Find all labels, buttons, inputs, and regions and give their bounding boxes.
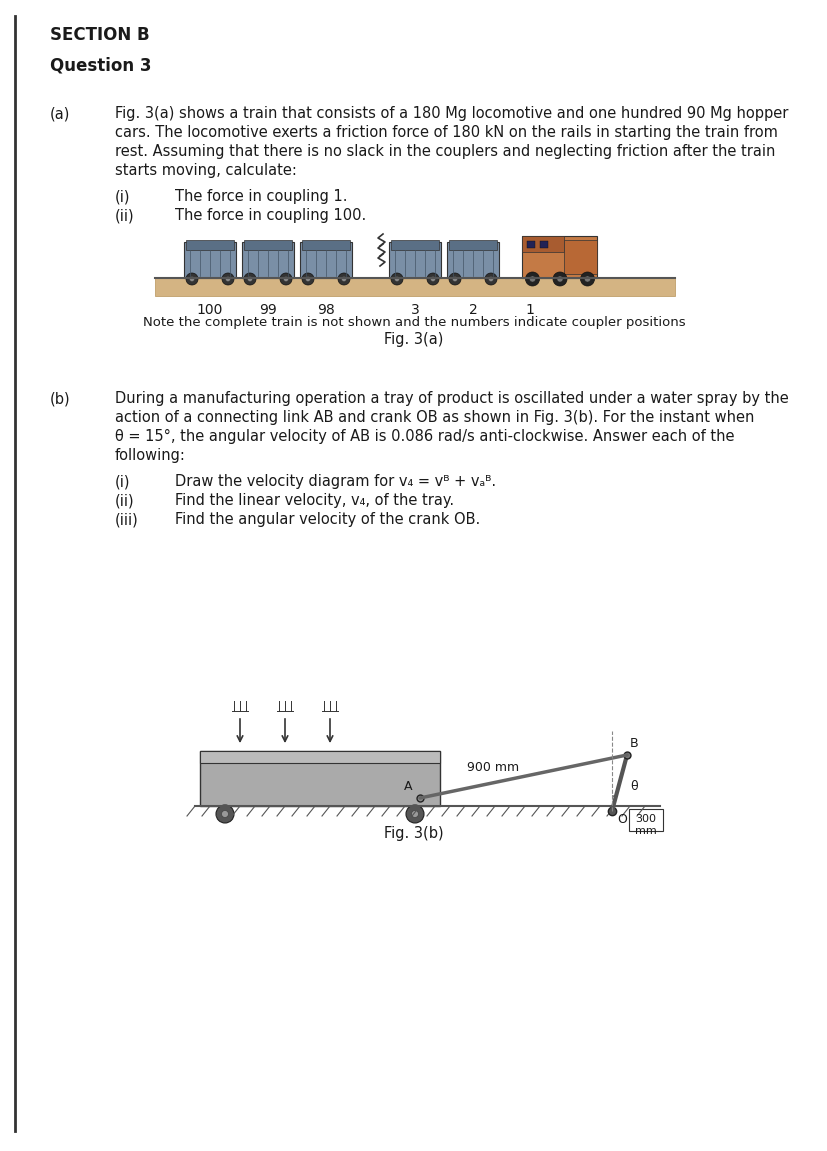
Circle shape (390, 273, 403, 285)
Text: Find the angular velocity of the crank OB.: Find the angular velocity of the crank O… (174, 512, 480, 527)
Circle shape (427, 273, 438, 285)
Text: Find the linear velocity, v₄, of the tray.: Find the linear velocity, v₄, of the tra… (174, 493, 453, 508)
Circle shape (283, 276, 288, 282)
Circle shape (337, 273, 350, 285)
Text: (b): (b) (50, 391, 70, 406)
Bar (522, 236, 563, 252)
Circle shape (557, 276, 562, 282)
Circle shape (186, 273, 198, 285)
Text: O: O (616, 813, 626, 826)
Circle shape (394, 276, 399, 282)
Bar (563, 241, 597, 274)
Text: 98: 98 (317, 303, 334, 317)
Text: Fig. 3(b): Fig. 3(b) (384, 826, 443, 841)
Text: rest. Assuming that there is no slack in the couplers and neglecting friction af: rest. Assuming that there is no slack in… (115, 144, 774, 159)
Text: (i): (i) (115, 474, 131, 489)
Circle shape (411, 810, 418, 817)
Text: 300
mm: 300 mm (634, 814, 656, 836)
Text: (ii): (ii) (115, 208, 135, 223)
Text: (a): (a) (50, 106, 70, 121)
Bar (299, 242, 351, 279)
Bar (527, 241, 535, 247)
Circle shape (247, 276, 252, 282)
Text: 2: 2 (468, 303, 477, 317)
Text: Note the complete train is not shown and the numbers indicate coupler positions: Note the complete train is not shown and… (142, 317, 685, 329)
Bar (522, 236, 597, 279)
Text: Draw the velocity diagram for v₄ = vᴮ + vₐᴮ.: Draw the velocity diagram for v₄ = vᴮ + … (174, 474, 495, 489)
Text: θ = 15°, the angular velocity of AB is 0.086 rad/s anti-clockwise. Answer each o: θ = 15°, the angular velocity of AB is 0… (115, 429, 734, 444)
Text: cars. The locomotive exerts a friction force of 180 kN on the rails in starting : cars. The locomotive exerts a friction f… (115, 125, 777, 140)
Bar (241, 242, 294, 279)
Circle shape (225, 276, 230, 282)
Bar (155, 279, 674, 296)
Bar (447, 242, 499, 279)
Text: Fig. 3(a): Fig. 3(a) (384, 331, 443, 346)
Text: 900 mm: 900 mm (467, 762, 519, 775)
Bar (184, 242, 236, 279)
Text: The force in coupling 1.: The force in coupling 1. (174, 189, 347, 204)
Text: starts moving, calculate:: starts moving, calculate: (115, 163, 297, 178)
Circle shape (222, 810, 228, 817)
Circle shape (430, 276, 435, 282)
Text: 100: 100 (197, 303, 223, 317)
Circle shape (189, 276, 194, 282)
Circle shape (580, 272, 594, 285)
Text: (iii): (iii) (115, 512, 139, 527)
Bar (389, 242, 441, 279)
FancyBboxPatch shape (629, 809, 662, 831)
Text: (i): (i) (115, 189, 131, 204)
Circle shape (216, 805, 234, 823)
Bar (302, 241, 350, 250)
Text: 99: 99 (259, 303, 276, 317)
Text: 1: 1 (525, 303, 533, 317)
Text: SECTION B: SECTION B (50, 26, 150, 44)
Circle shape (584, 276, 590, 282)
Bar (186, 241, 234, 250)
Text: action of a connecting link AB and crank OB as shown in Fig. 3(b). For the insta: action of a connecting link AB and crank… (115, 410, 753, 425)
Circle shape (405, 805, 423, 823)
Bar (244, 241, 292, 250)
Text: θ: θ (629, 780, 637, 793)
Circle shape (485, 273, 496, 285)
Circle shape (452, 276, 457, 282)
Circle shape (552, 272, 566, 285)
Circle shape (222, 273, 234, 285)
Text: Fig. 3(a) shows a train that consists of a 180 Mg locomotive and one hundred 90 : Fig. 3(a) shows a train that consists of… (115, 106, 787, 121)
Bar (200, 750, 439, 806)
Circle shape (280, 273, 292, 285)
Circle shape (244, 273, 256, 285)
Circle shape (525, 272, 539, 285)
Circle shape (528, 276, 535, 282)
Circle shape (488, 276, 493, 282)
Text: (ii): (ii) (115, 493, 135, 508)
Text: During a manufacturing operation a tray of product is oscillated under a water s: During a manufacturing operation a tray … (115, 391, 788, 406)
Bar (200, 750, 439, 763)
Text: 3: 3 (410, 303, 418, 317)
Bar (448, 241, 496, 250)
Circle shape (305, 276, 310, 282)
Text: following:: following: (115, 448, 185, 463)
Bar (540, 241, 547, 247)
Text: B: B (629, 737, 638, 750)
Circle shape (341, 276, 346, 282)
Text: A: A (404, 780, 412, 793)
Circle shape (302, 273, 313, 285)
Bar (390, 241, 438, 250)
Circle shape (448, 273, 461, 285)
Text: The force in coupling 100.: The force in coupling 100. (174, 208, 366, 223)
Text: Question 3: Question 3 (50, 56, 151, 74)
